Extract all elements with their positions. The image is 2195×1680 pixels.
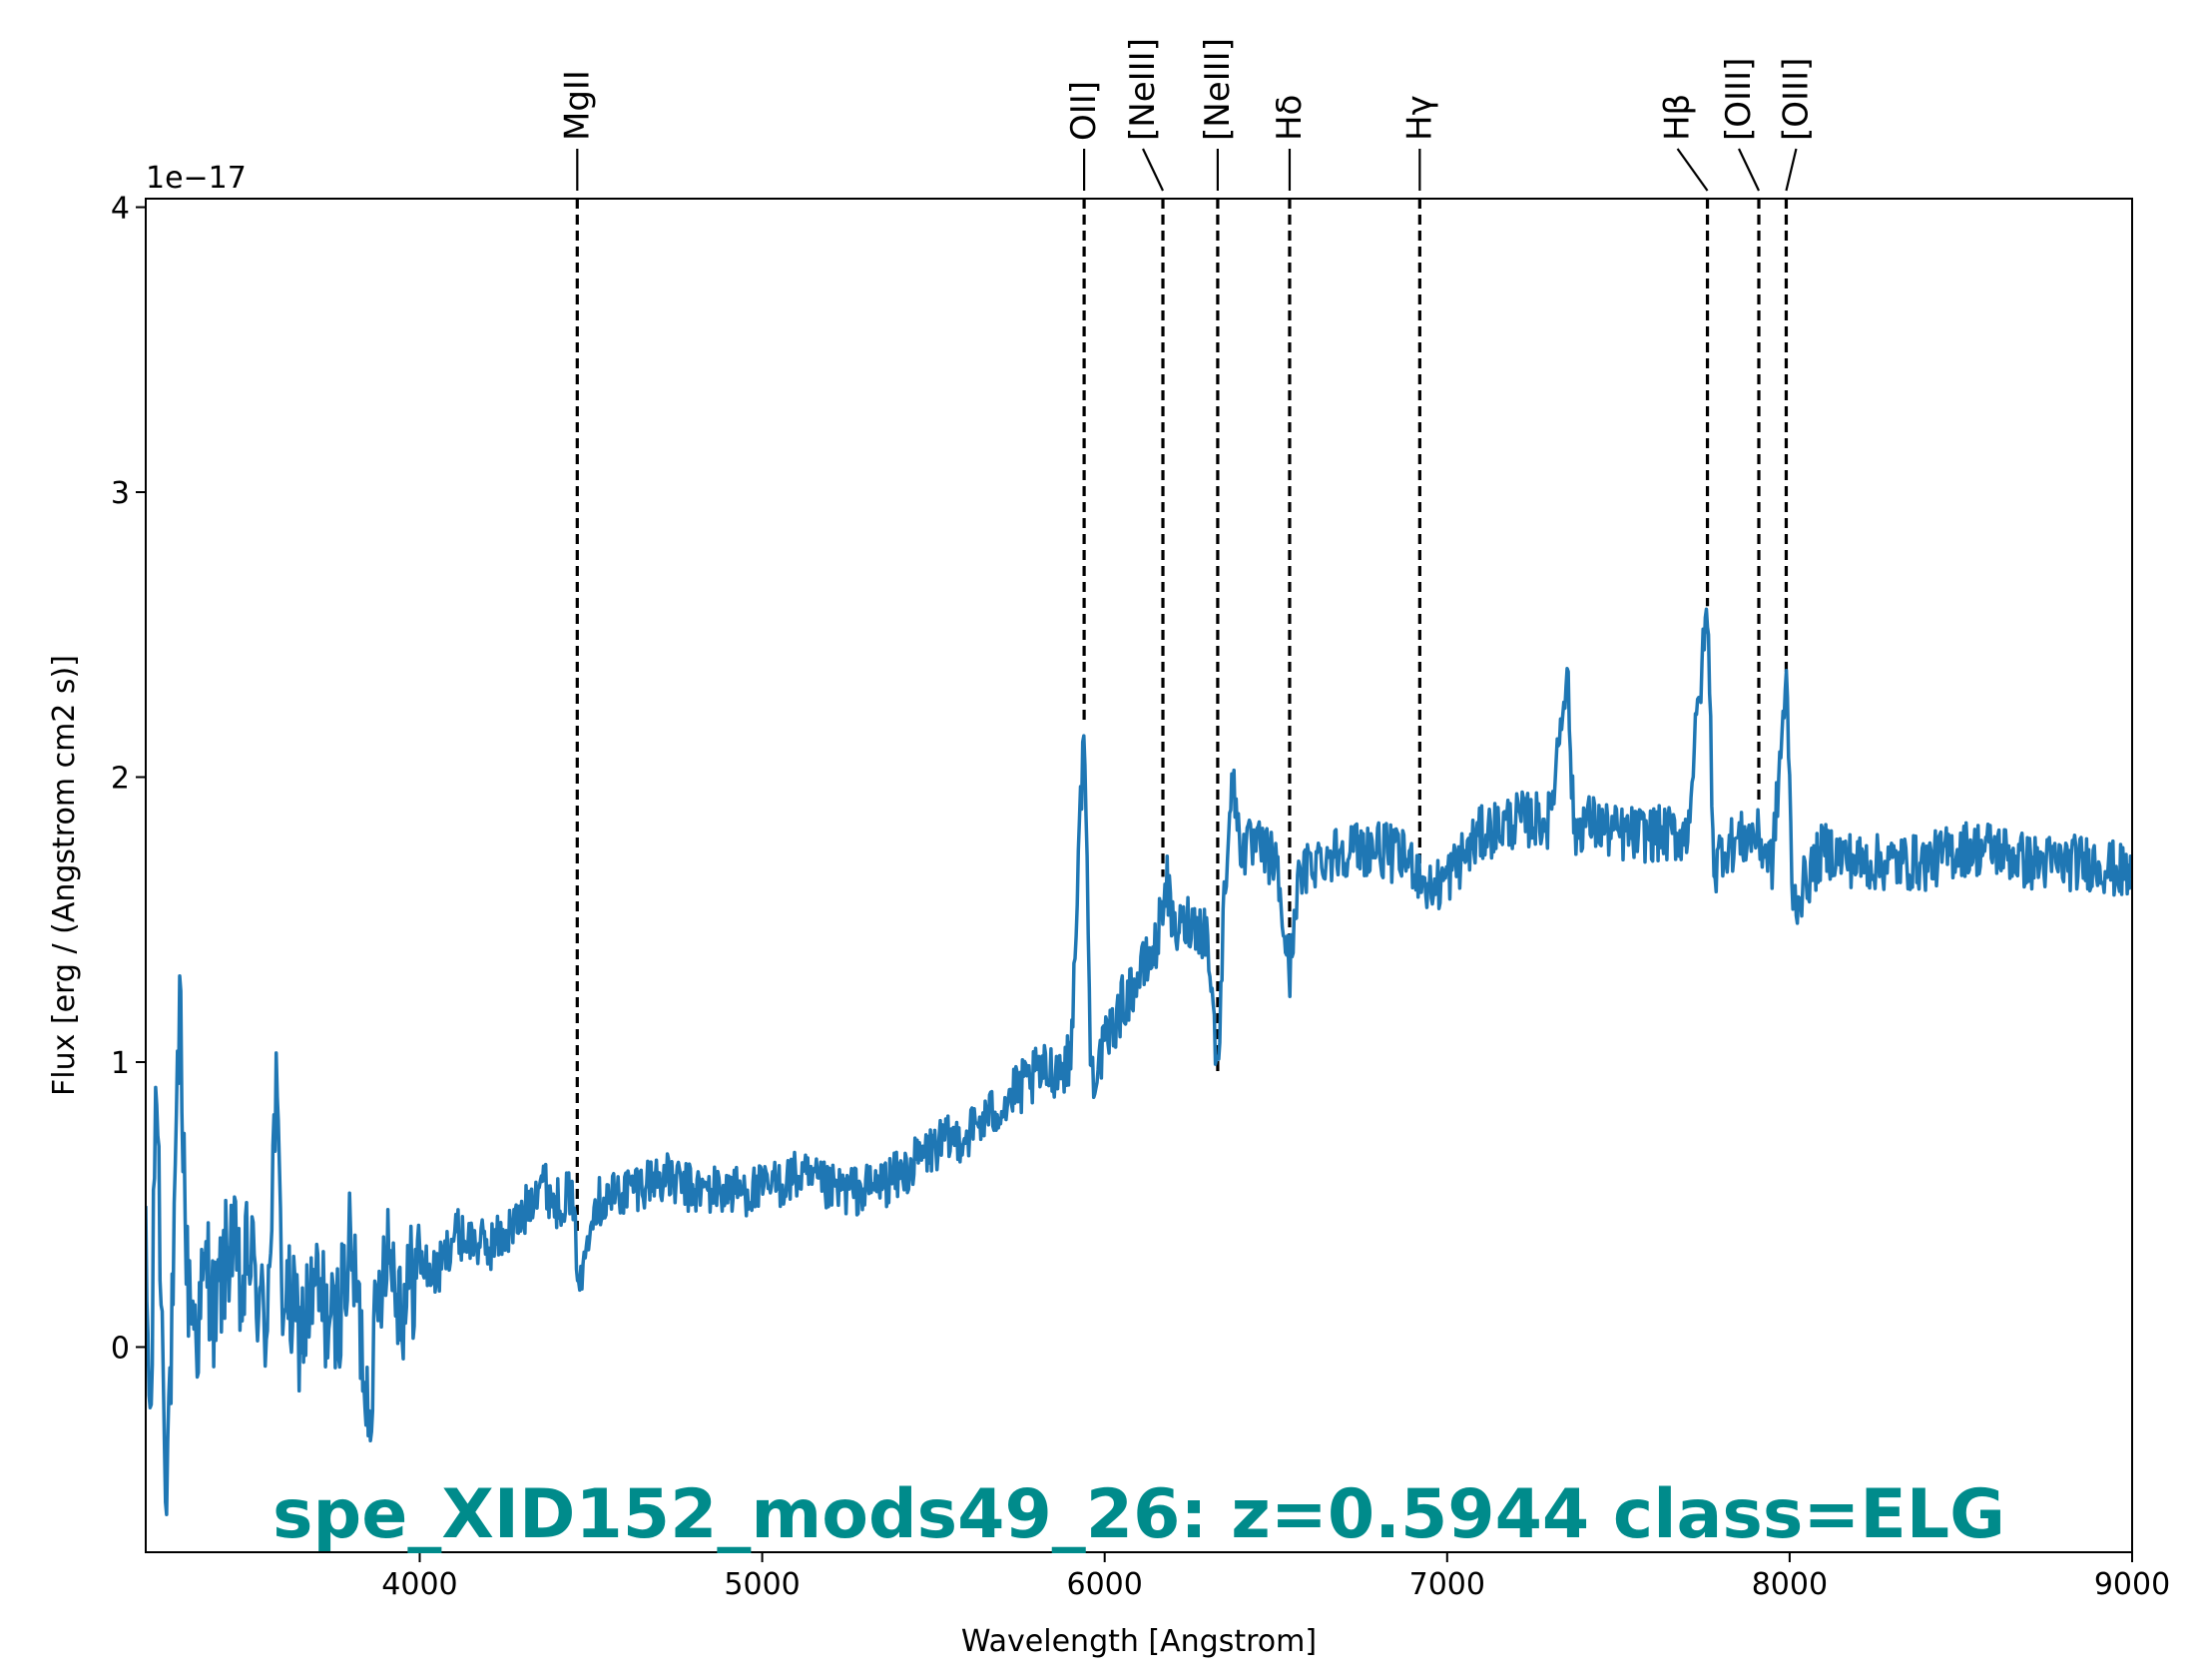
y-tick-label: 3: [111, 476, 130, 511]
spectral-line-label: MgII: [557, 70, 597, 141]
spectral-line-label: Hβ: [1658, 94, 1698, 141]
spectral-line-label: [NeIII]: [1198, 38, 1238, 141]
y-axis-ticks: 0 1 2 3 4: [111, 192, 146, 1366]
spectral-line-label: Hγ: [1399, 95, 1439, 141]
x-tick-label: 5000: [724, 1567, 800, 1602]
y-tick-label: 4: [111, 192, 130, 227]
x-tick-label: 4000: [381, 1567, 457, 1602]
spectral-line-connector: [1676, 148, 1709, 192]
spectral-line-connector: [1142, 148, 1165, 192]
y-tick-label: 2: [111, 762, 130, 797]
spectral-line-label: OII]: [1064, 81, 1104, 141]
spectral-line-label: [OIII]: [1776, 58, 1816, 141]
spectral-line-connector: [1785, 148, 1798, 192]
spectral-lines-layer: MgII OII] [NeIII] [NeIII] Hδ Hγ Hβ [OIII] [OIII]: [557, 38, 1816, 1234]
x-axis-label: Wavelength [Angstrom]: [961, 1624, 1317, 1659]
spectrum-layer: [146, 607, 2132, 1516]
x-tick-label: 6000: [1067, 1567, 1143, 1602]
x-tick-label: 9000: [2094, 1567, 2170, 1602]
chart-title: spe_XID152_mods49_26: z=0.5944 class=ELG: [273, 1475, 2005, 1554]
y-tick-label: 0: [111, 1331, 130, 1366]
spectral-line-label: [NeIII]: [1123, 38, 1163, 141]
plot-frame: [145, 198, 2133, 1553]
spectral-line-label: [OIII]: [1719, 58, 1759, 141]
y-tick-label: 1: [111, 1046, 130, 1081]
y-axis-label: Flux [erg / (Angstrom cm2 s)]: [47, 655, 82, 1096]
spectral-line-label: Hδ: [1270, 95, 1310, 141]
spectral-line-connector: [1738, 148, 1761, 192]
x-tick-label: 8000: [1752, 1567, 1828, 1602]
spectrum-line: [146, 607, 2132, 1516]
x-axis-ticks: 4000 5000 6000 7000 8000 9000: [381, 1552, 2170, 1602]
x-tick-label: 7000: [1409, 1567, 1485, 1602]
y-scale-label: 1e−17: [146, 161, 247, 196]
